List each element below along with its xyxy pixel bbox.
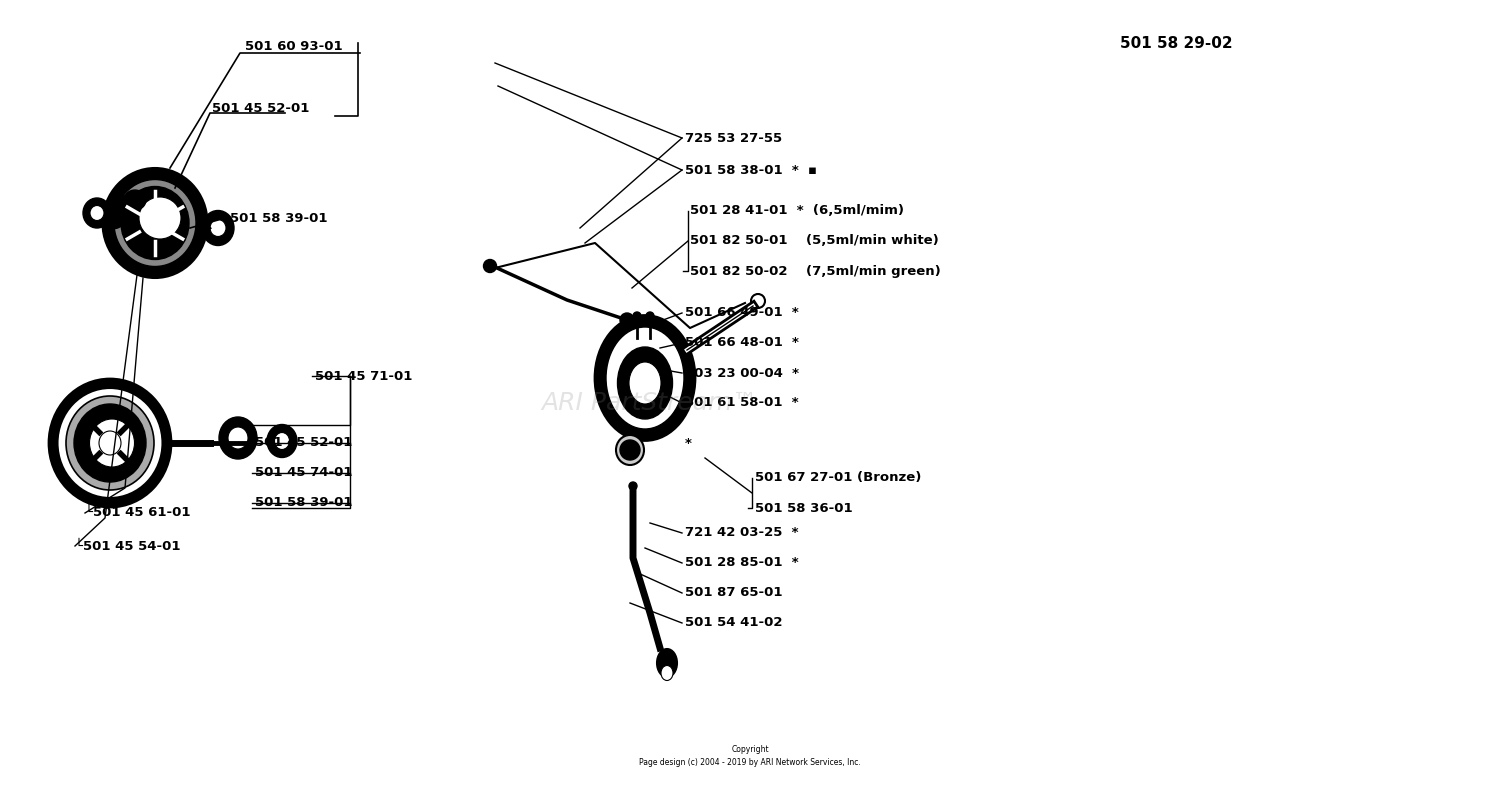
Text: 501 82 50-02    (7,5ml/min green): 501 82 50-02 (7,5ml/min green) [690, 264, 940, 277]
Text: 501 60 93-01: 501 60 93-01 [244, 40, 342, 53]
Ellipse shape [628, 362, 662, 404]
Text: 501 28 41-01  *  (6,5ml/mim): 501 28 41-01 * (6,5ml/mim) [690, 204, 904, 217]
Text: 501 58 38-01  *  ▪: 501 58 38-01 * ▪ [686, 163, 818, 176]
Text: 501 45 52-01: 501 45 52-01 [211, 102, 309, 115]
Circle shape [620, 313, 634, 327]
Ellipse shape [99, 431, 122, 455]
Text: ARI PartStream™: ARI PartStream™ [542, 391, 758, 415]
Circle shape [752, 294, 765, 308]
Ellipse shape [274, 432, 290, 449]
Ellipse shape [90, 205, 104, 221]
Text: Copyright
Page design (c) 2004 - 2019 by ARI Network Services, Inc.: Copyright Page design (c) 2004 - 2019 by… [639, 745, 861, 767]
Ellipse shape [90, 419, 135, 467]
Text: 501 28 85-01  *: 501 28 85-01 * [686, 557, 798, 570]
Text: 501 58 39-01: 501 58 39-01 [230, 212, 327, 225]
Ellipse shape [112, 196, 135, 216]
Ellipse shape [140, 197, 182, 239]
Ellipse shape [102, 168, 207, 278]
Circle shape [646, 312, 654, 320]
Ellipse shape [114, 179, 196, 267]
Ellipse shape [122, 187, 189, 259]
Circle shape [483, 259, 496, 272]
Ellipse shape [596, 315, 694, 440]
Text: 501 66 49-01  *: 501 66 49-01 * [686, 306, 798, 319]
Text: 501 58 39-01: 501 58 39-01 [255, 496, 352, 510]
Ellipse shape [102, 208, 125, 229]
Text: 501 67 27-01 (Bronze): 501 67 27-01 (Bronze) [754, 472, 921, 485]
Ellipse shape [606, 327, 684, 429]
Text: 501 61 58-01  *: 501 61 58-01 * [686, 397, 798, 410]
Ellipse shape [66, 396, 154, 490]
Text: 725 53 27-55: 725 53 27-55 [686, 132, 782, 145]
Text: 503 23 00-04  *: 503 23 00-04 * [686, 367, 800, 380]
Ellipse shape [228, 427, 248, 449]
Text: 501 54 41-02: 501 54 41-02 [686, 617, 783, 629]
Circle shape [620, 440, 640, 460]
Ellipse shape [50, 379, 171, 507]
Ellipse shape [616, 435, 644, 465]
Text: 501 45 74-01: 501 45 74-01 [255, 466, 352, 479]
Text: 501 58 36-01: 501 58 36-01 [754, 502, 852, 515]
Ellipse shape [219, 417, 257, 459]
Text: └501 45 61-01: └501 45 61-01 [86, 507, 190, 520]
Text: └501 45 54-01: └501 45 54-01 [75, 540, 180, 553]
Circle shape [633, 312, 640, 320]
Text: 501 58 29-02: 501 58 29-02 [1120, 36, 1233, 50]
Ellipse shape [267, 424, 297, 457]
Ellipse shape [210, 220, 226, 237]
Ellipse shape [202, 211, 234, 246]
Ellipse shape [124, 190, 146, 210]
Ellipse shape [57, 388, 162, 498]
Ellipse shape [74, 404, 146, 482]
Text: *: * [686, 436, 692, 449]
Ellipse shape [657, 649, 676, 677]
Text: 501 87 65-01: 501 87 65-01 [686, 587, 783, 600]
Ellipse shape [618, 347, 672, 419]
Text: 501 82 50-01    (5,5ml/min white): 501 82 50-01 (5,5ml/min white) [690, 234, 939, 247]
Text: 501 45 52-01: 501 45 52-01 [255, 436, 352, 449]
Ellipse shape [82, 198, 111, 228]
Text: 501 66 48-01  *: 501 66 48-01 * [686, 336, 800, 350]
Ellipse shape [662, 666, 674, 680]
Text: 721 42 03-25  *: 721 42 03-25 * [686, 527, 798, 540]
Circle shape [628, 482, 638, 490]
Text: 501 45 71-01: 501 45 71-01 [315, 369, 413, 382]
